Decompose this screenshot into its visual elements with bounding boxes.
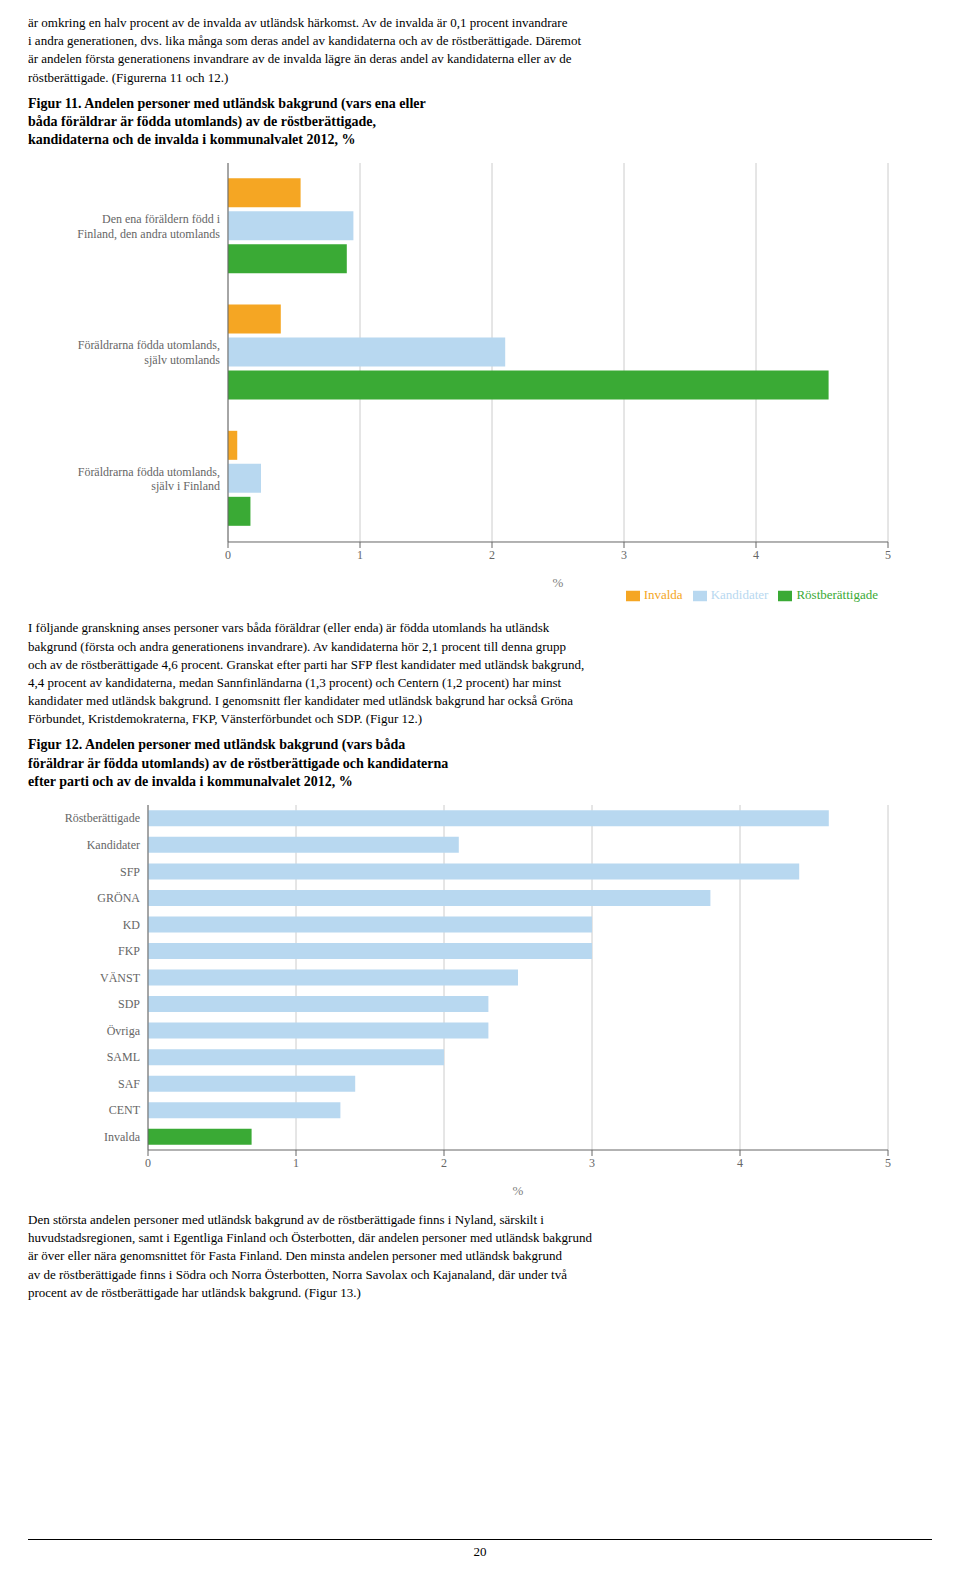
svg-text:5: 5 (885, 548, 891, 562)
svg-text:1: 1 (293, 1156, 299, 1170)
html-text:Figur 11. Andelen personer med: Figur 11. Andelen personer med utländsk … (28, 95, 426, 148)
svg-text:CENT: CENT (109, 1103, 141, 1117)
svg-text:GRÖNA: GRÖNA (97, 891, 140, 905)
html-text:20: 20 (473, 1544, 487, 1559)
svg-text:SAML: SAML (107, 1050, 140, 1064)
svg-text:SDP: SDP (118, 997, 140, 1011)
html-text:I följande granskning anses pe: I följande granskning anses personer var… (28, 620, 585, 727)
svg-text:2: 2 (441, 1156, 447, 1170)
svg-text:%: % (553, 575, 564, 590)
svg-text:FKP: FKP (118, 944, 140, 958)
svg-text:Föräldrarna födda utomlands,sj: Föräldrarna födda utomlands,själv utomla… (78, 339, 221, 367)
svg-text:VÄNST: VÄNST (100, 971, 141, 985)
svg-text:Röstberättigade: Röstberättigade (65, 811, 140, 825)
svg-text:Den ena föräldern född iFinlan: Den ena föräldern född iFinland, den and… (77, 212, 220, 240)
svg-text:0: 0 (145, 1156, 151, 1170)
svg-text:SAF: SAF (118, 1077, 140, 1091)
html-text:Röstberättigade: Röstberättigade (796, 587, 878, 603)
svg-text:4: 4 (737, 1156, 743, 1170)
svg-text:%: % (513, 1183, 524, 1198)
html-text:Figur 12. Andelen personer med: Figur 12. Andelen personer med utländsk … (28, 737, 449, 789)
html-text:Kandidater: Kandidater (710, 587, 769, 603)
svg-text:1: 1 (357, 548, 363, 562)
svg-text:SFP: SFP (120, 865, 140, 879)
svg-text:3: 3 (621, 548, 627, 562)
svg-text:KD: KD (123, 918, 141, 932)
svg-text:3: 3 (589, 1156, 595, 1170)
svg-text:0: 0 (225, 548, 231, 562)
svg-text:Invalda: Invalda (104, 1130, 141, 1144)
svg-text:Kandidater: Kandidater (87, 838, 140, 852)
html-text:är omkring en halv procent av: är omkring en halv procent av de invalda… (28, 15, 581, 85)
svg-text:2: 2 (489, 548, 495, 562)
svg-text:Övriga: Övriga (107, 1024, 141, 1038)
html-text:Invalda: Invalda (643, 587, 683, 603)
html-text:Den största andelen personer m: Den största andelen personer med utländs… (28, 1212, 592, 1300)
svg-text:5: 5 (885, 1156, 891, 1170)
svg-text:4: 4 (753, 548, 759, 562)
svg-text:Föräldrarna födda utomlands,sj: Föräldrarna födda utomlands,själv i Finl… (78, 465, 220, 493)
